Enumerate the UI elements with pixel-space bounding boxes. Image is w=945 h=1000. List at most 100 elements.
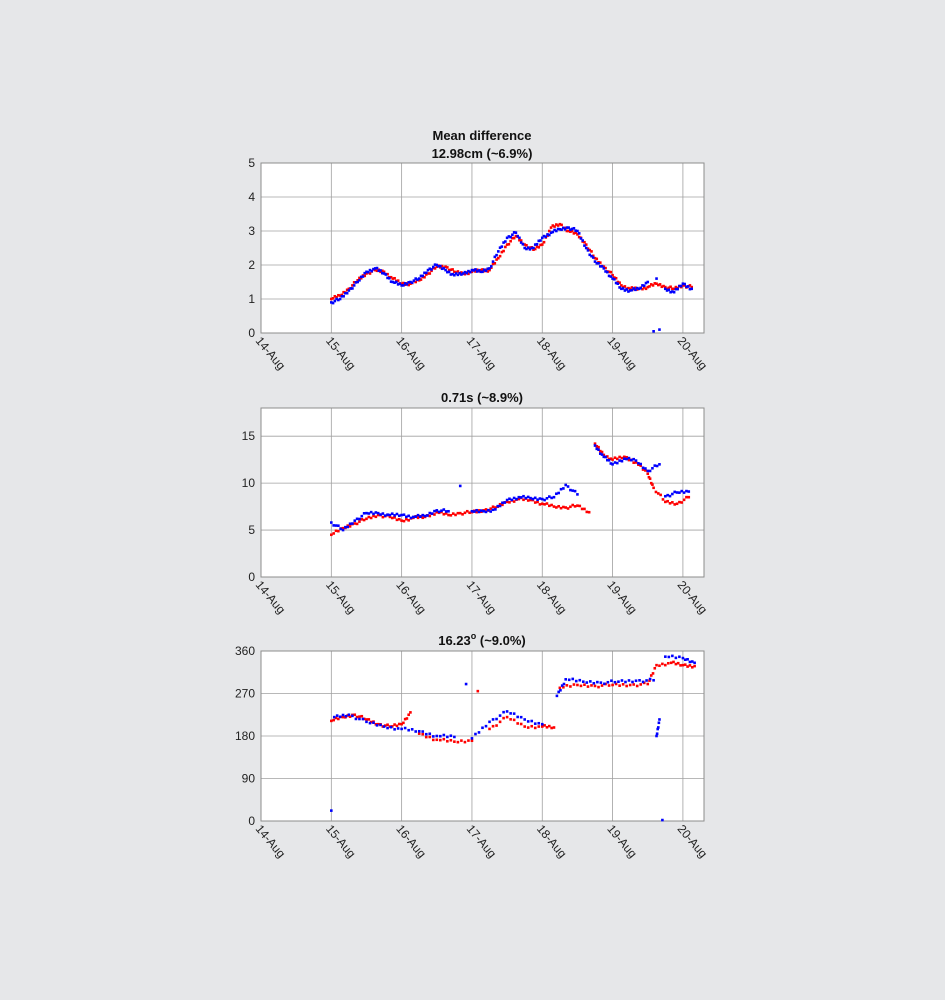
data-point	[615, 457, 619, 461]
data-point	[655, 732, 659, 736]
data-point	[379, 723, 382, 727]
data-point	[634, 679, 638, 683]
x-tick-label: 18-Aug	[534, 334, 570, 373]
data-point	[449, 738, 453, 742]
data-point	[484, 508, 488, 511]
panel-title-direction: 16.23o (~9.0%)	[438, 631, 526, 648]
data-point	[391, 280, 395, 284]
data-point	[405, 515, 408, 519]
data-point	[682, 498, 686, 502]
data-point	[613, 461, 617, 464]
y-tick-label: 15	[242, 429, 256, 443]
data-point	[526, 720, 530, 723]
data-point	[400, 519, 403, 522]
data-point	[602, 265, 606, 268]
data-point	[464, 682, 468, 686]
data-point	[491, 718, 495, 721]
data-point	[625, 684, 628, 688]
data-point	[611, 273, 614, 277]
data-point	[584, 243, 588, 246]
data-point	[572, 226, 576, 230]
data-point	[653, 666, 657, 670]
data-point	[560, 684, 564, 687]
data-point	[409, 516, 413, 520]
data-point	[421, 513, 425, 517]
data-point	[556, 224, 560, 227]
data-point	[564, 506, 568, 509]
data-point	[504, 240, 507, 243]
data-point	[625, 288, 628, 291]
data-point	[571, 677, 575, 681]
data-point	[516, 234, 519, 238]
data-point	[454, 272, 458, 275]
data-point	[617, 680, 620, 683]
data-point	[678, 500, 681, 504]
data-point	[604, 455, 607, 459]
data-point	[595, 447, 599, 451]
data-point	[526, 495, 530, 499]
data-point	[578, 678, 582, 682]
data-point	[424, 732, 428, 736]
data-point	[382, 725, 386, 728]
data-point	[426, 272, 430, 275]
data-point	[672, 287, 676, 291]
data-point	[540, 725, 544, 728]
data-point	[529, 498, 532, 502]
data-point	[447, 268, 451, 272]
data-point	[635, 684, 639, 688]
data-point	[389, 280, 393, 283]
data-point	[621, 287, 625, 290]
series-blue	[330, 654, 696, 822]
data-point	[583, 240, 586, 244]
data-point	[525, 243, 528, 247]
x-tick-label: 15-Aug	[323, 334, 359, 373]
data-point	[621, 683, 625, 686]
data-point	[634, 459, 638, 462]
data-point	[503, 501, 507, 504]
data-point	[628, 289, 632, 292]
data-point	[553, 225, 556, 228]
data-point	[405, 517, 408, 521]
data-point	[333, 299, 337, 303]
data-point	[517, 495, 521, 499]
data-point	[367, 515, 371, 519]
data-point	[414, 730, 417, 733]
data-point	[407, 713, 410, 717]
x-tick-label: 20-Aug	[675, 578, 711, 617]
data-point	[572, 232, 576, 235]
data-point	[509, 239, 512, 243]
data-point	[538, 503, 542, 506]
data-point	[400, 722, 403, 726]
data-point	[470, 737, 474, 740]
data-point	[356, 280, 359, 284]
data-point	[674, 287, 678, 291]
data-point	[576, 683, 579, 687]
data-point	[585, 510, 589, 514]
data-point	[618, 455, 621, 459]
y-tick-label: 270	[235, 687, 255, 701]
panel-period: 0.71s (~8.9%) 0 5 10 15 14-Aug 15-Aug 16-Aug 17…	[242, 390, 711, 617]
data-point	[646, 469, 650, 473]
data-point	[528, 248, 532, 251]
data-point	[391, 277, 395, 280]
data-point	[664, 494, 667, 498]
data-point	[435, 510, 439, 514]
data-point	[548, 233, 551, 237]
data-point	[430, 269, 433, 273]
data-point	[505, 498, 509, 502]
data-point	[342, 290, 345, 294]
data-point	[360, 518, 364, 521]
data-point	[680, 501, 684, 504]
data-point	[430, 268, 433, 271]
data-point	[688, 664, 692, 667]
data-point	[649, 481, 653, 485]
data-point	[658, 664, 661, 668]
data-point	[365, 718, 368, 721]
data-point	[358, 276, 361, 280]
data-point	[649, 283, 653, 286]
y-tick-label: 2	[248, 258, 255, 272]
data-point	[409, 280, 412, 284]
data-point	[419, 274, 423, 278]
data-point	[446, 739, 449, 743]
data-point	[388, 515, 392, 519]
